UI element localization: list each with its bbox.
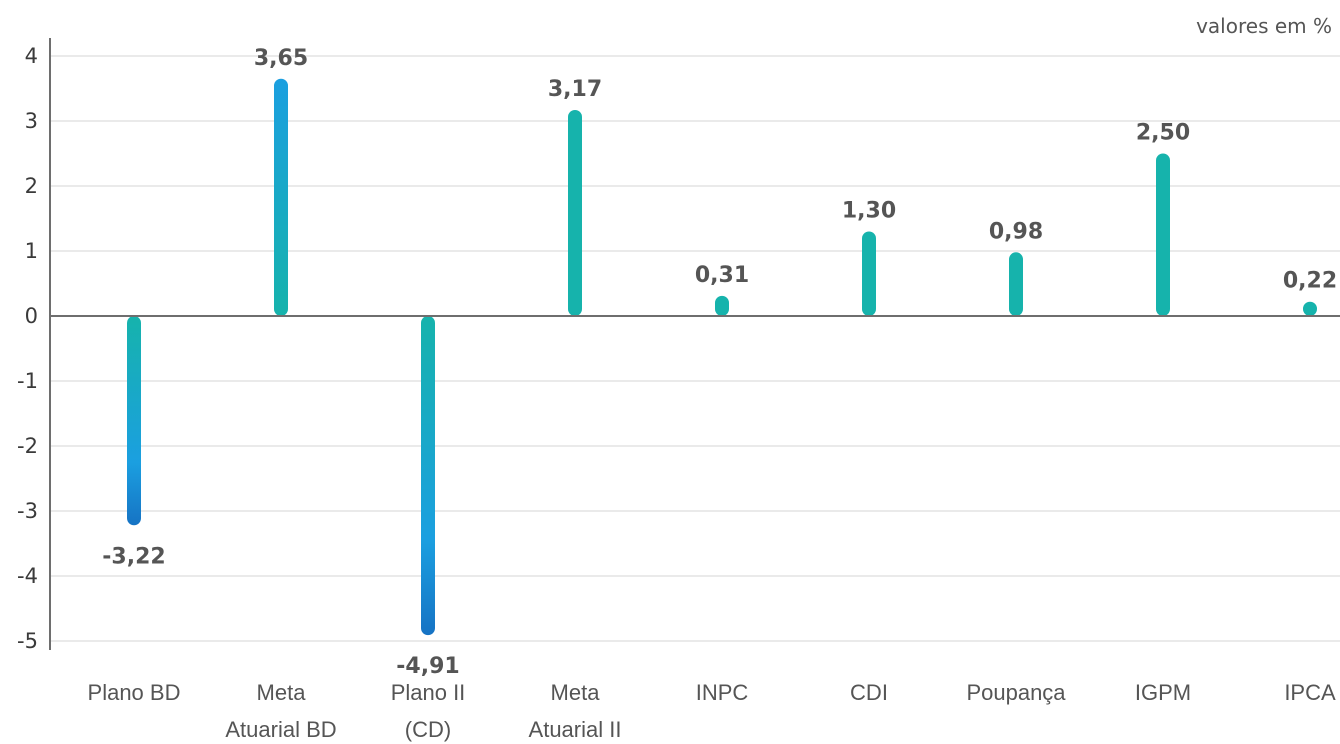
y-tick-label: 3 — [25, 109, 38, 133]
category-labels: Plano BD Meta Atuarial BD Plano II (CD) Meta A… — [88, 680, 1336, 742]
data-label: 3,17 — [548, 77, 602, 102]
unit-label: valores em % — [1196, 14, 1332, 38]
y-tick-label: -2 — [17, 434, 38, 458]
bar — [127, 316, 141, 526]
y-tick-label: -1 — [17, 369, 38, 393]
data-label: 1,30 — [842, 199, 896, 224]
bar — [1303, 301, 1317, 316]
gridlines — [50, 55, 1340, 642]
x-tick-label: Meta — [257, 680, 307, 705]
x-tick-label: Poupança — [966, 680, 1066, 705]
data-label: 2,50 — [1136, 121, 1190, 146]
x-tick-label: Meta — [551, 680, 601, 705]
y-tick-label: 2 — [25, 174, 38, 198]
x-tick-label: CDI — [850, 680, 888, 705]
data-label: 0,98 — [989, 219, 1043, 244]
x-tick-label: IGPM — [1135, 680, 1191, 705]
y-tick-label: -5 — [17, 629, 38, 653]
bar — [1009, 252, 1023, 316]
data-label: -4,91 — [396, 654, 459, 679]
bar — [715, 295, 729, 316]
x-tick-label: INPC — [696, 680, 749, 705]
data-label: 3,65 — [254, 46, 308, 71]
bar — [274, 78, 288, 316]
data-label: -3,22 — [102, 544, 165, 569]
x-tick-label: IPCA — [1284, 680, 1336, 705]
data-label: 0,22 — [1283, 269, 1337, 294]
value-labels: -3,22 3,65 -4,91 3,17 0,31 1,30 0,98 2,50 0,22 — [102, 46, 1337, 679]
x-tick-label: Plano II — [391, 680, 466, 705]
y-tick-label: 0 — [25, 304, 38, 328]
bar — [1156, 153, 1170, 316]
x-tick-label: Atuarial BD — [225, 717, 336, 742]
y-tick-label: 4 — [25, 44, 38, 68]
x-tick-label: Atuarial II — [529, 717, 622, 742]
y-tick-label: -4 — [17, 564, 38, 588]
x-tick-label: Plano BD — [88, 680, 181, 705]
y-tick-label: -3 — [17, 499, 38, 523]
bars — [127, 78, 1317, 636]
bar — [421, 316, 435, 636]
y-tick-label: 1 — [25, 239, 38, 263]
data-label: 0,31 — [695, 263, 749, 288]
y-axis-ticks: 4 3 2 1 0 -1 -2 -3 -4 -5 — [17, 44, 38, 653]
axes — [49, 38, 1340, 650]
bar — [568, 109, 582, 316]
bar — [862, 231, 876, 316]
x-tick-label: (CD) — [405, 717, 451, 742]
